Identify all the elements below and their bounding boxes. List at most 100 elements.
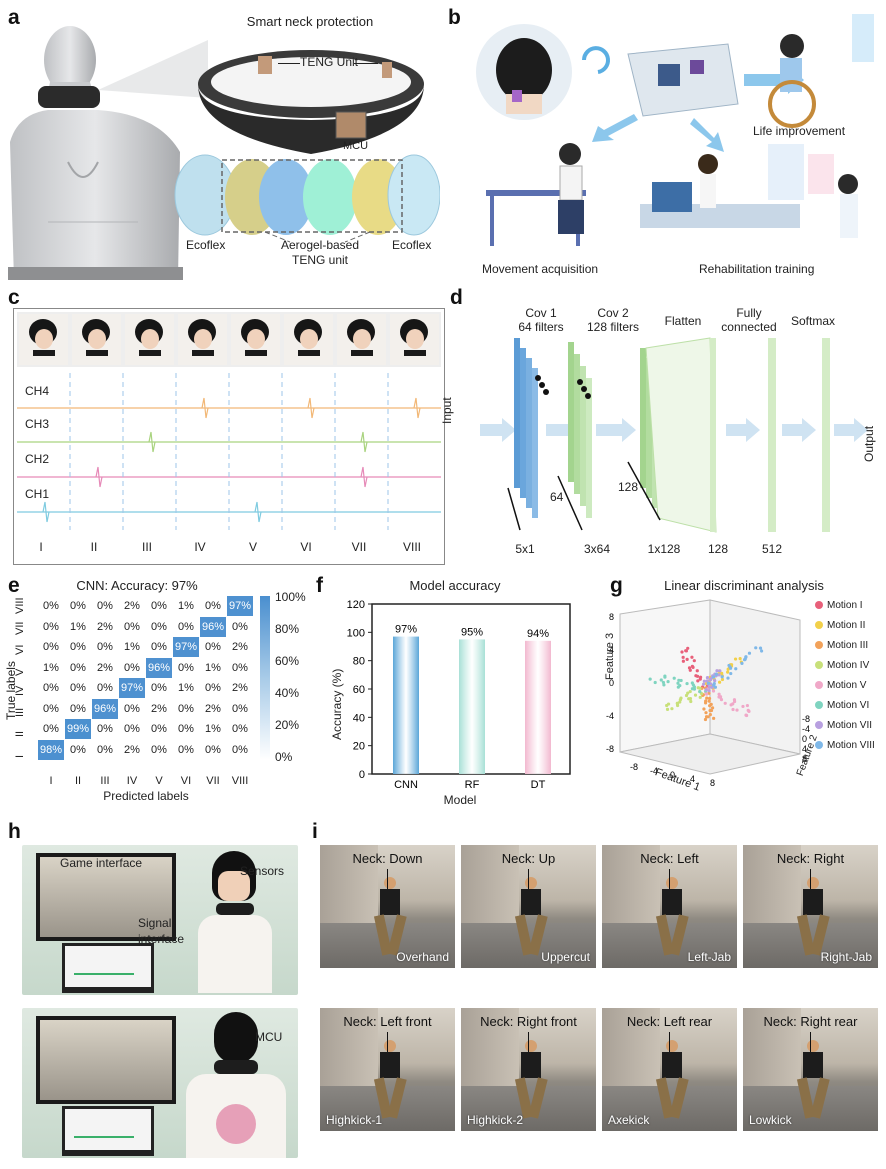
head-face <box>194 329 212 349</box>
neck-band <box>351 350 373 356</box>
lda-point <box>733 657 738 661</box>
heatmap-cell: 0% <box>70 661 86 674</box>
lda-point <box>708 708 712 713</box>
lda-point <box>661 680 666 685</box>
ytick-label: 0 <box>359 769 365 781</box>
move-name-label: Left-Jab <box>687 950 731 964</box>
heatmap-cell: 1% <box>178 600 194 612</box>
lda-point <box>704 711 708 715</box>
legend-label: Motion II <box>827 620 866 631</box>
neck-band <box>139 350 161 356</box>
heatmap-xlabel: I <box>49 775 53 787</box>
heatmap-cell: 0% <box>178 702 194 715</box>
head-face <box>88 329 106 349</box>
model-accuracy-title: Model accuracy <box>409 578 501 593</box>
lda-legend-item: Motion III <box>815 640 868 651</box>
panel-label-c: c <box>8 286 20 309</box>
heatmap-xlabel: II <box>74 775 82 787</box>
heatmap-ylabel: VI <box>14 644 26 655</box>
lda-point <box>729 703 733 707</box>
heatmap-cell: 0% <box>97 743 113 756</box>
lda-xtick: 0 <box>670 770 675 780</box>
heatmap-cell: 0% <box>124 723 140 735</box>
heatmap-cell: 96% <box>200 616 226 637</box>
lda-point <box>678 700 682 704</box>
heatmap-cell: 0% <box>151 600 167 612</box>
lda-point <box>679 696 683 700</box>
heatmap-ylabel: IV <box>14 685 26 696</box>
confusion-title: CNN: Accuracy: 97% <box>76 578 198 593</box>
lda-xtick: 4 <box>690 774 695 784</box>
heatmap-xlabel: IV <box>126 775 138 787</box>
human-bust-illustration <box>8 26 183 280</box>
heatmap-cell: 98% <box>38 739 64 760</box>
heatmap-ylabel: VIII <box>14 597 26 614</box>
heatmap-cell: 0% <box>232 661 248 674</box>
lda-legend-item: Motion VII <box>815 720 872 731</box>
lda-point <box>708 704 712 708</box>
side-dim-128: 128 <box>618 480 639 494</box>
lda-ytick: 4 <box>802 744 807 754</box>
person-front <box>198 851 272 993</box>
lda-point <box>670 707 674 711</box>
game-tile: Neck: Left rear Axekick <box>602 1008 737 1131</box>
lda-point <box>720 671 724 675</box>
lda-point <box>687 697 691 701</box>
lda-point <box>717 673 721 677</box>
game-tile: Neck: Left Left-Jab <box>602 845 737 968</box>
lda-point <box>690 664 694 668</box>
lda-point <box>711 689 716 693</box>
channel-ch3: CH3 <box>25 417 50 431</box>
neck-direction-label: Neck: Left front <box>343 1014 432 1029</box>
lda-point <box>702 707 706 711</box>
motion-label: IV <box>194 540 206 554</box>
lda-point <box>717 695 721 699</box>
heatmap-cell: 2% <box>151 702 167 715</box>
ytick-label: 120 <box>347 599 365 611</box>
panel-label-e: e <box>8 574 20 597</box>
trace-spike <box>254 501 262 523</box>
heatmap-cell: 0% <box>43 620 59 633</box>
heatmap-cell: 0% <box>43 702 59 715</box>
lda-point <box>698 677 702 681</box>
motion-label: VII <box>351 540 367 554</box>
lda-point <box>705 696 709 700</box>
lda-point <box>712 683 716 687</box>
dim-512: 512 <box>761 542 783 556</box>
down-arrow-icon <box>810 869 811 889</box>
lda-point <box>696 679 700 683</box>
down-arrow-icon <box>387 1032 388 1052</box>
lda-point <box>713 678 717 683</box>
layer-cov2: Cov 2 <box>597 306 629 320</box>
heatmap-xlabel: VII <box>206 775 220 787</box>
person-back <box>186 1012 286 1158</box>
lda-point <box>703 717 708 722</box>
head-face <box>300 329 318 349</box>
channel-ch1: CH1 <box>25 487 50 501</box>
neck-band <box>298 350 320 356</box>
lda-point <box>680 650 684 654</box>
lda-point <box>712 716 716 720</box>
trace-spike <box>360 431 368 453</box>
heatmap-cell: 0% <box>205 641 221 653</box>
lda-point <box>731 707 735 712</box>
lda-point <box>717 692 721 696</box>
trace-spike <box>95 466 103 488</box>
lda-point <box>705 675 710 680</box>
signal-label-1: Signal <box>138 916 172 930</box>
heatmap-cell: 0% <box>151 682 167 694</box>
signal-label-2: interface <box>138 932 185 946</box>
neck-direction-label: Neck: Left <box>640 851 699 866</box>
lda-point <box>723 701 727 705</box>
lda-point <box>712 675 716 679</box>
game-wall <box>602 845 660 925</box>
heatmap-cell: 1% <box>43 661 59 674</box>
heatmap-ylabel: I <box>14 754 26 758</box>
lda-point <box>684 649 688 653</box>
game-wall <box>602 1008 660 1088</box>
lda-point <box>662 683 666 687</box>
lda-point <box>701 682 706 686</box>
input-label: Input <box>440 397 454 424</box>
layer-fully: Fully <box>736 306 762 320</box>
panel-label-f: f <box>316 574 323 597</box>
